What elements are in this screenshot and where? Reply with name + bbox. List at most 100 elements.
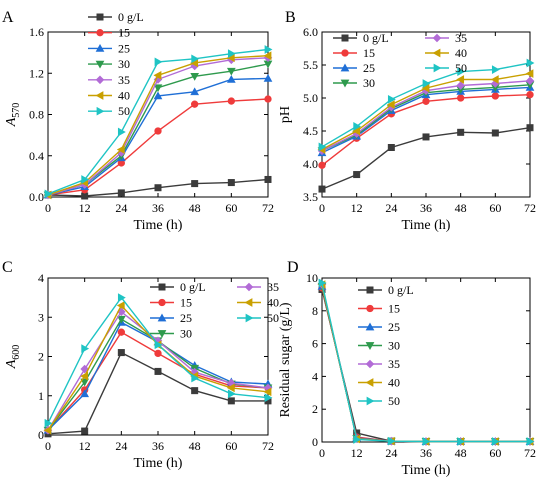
y-axis-label: pH <box>278 106 293 123</box>
x-tick-label: 12 <box>79 201 91 215</box>
legend-marker <box>366 304 374 313</box>
legend-item: 40 <box>425 46 467 60</box>
y-tick-label: 1.2 <box>29 66 44 80</box>
y-tick-label: 1 <box>38 389 44 403</box>
y-tick-label: 1.6 <box>29 25 44 39</box>
legend-label: 50 <box>267 311 279 325</box>
series-6 <box>43 51 272 200</box>
data-point <box>353 122 362 131</box>
data-point <box>153 84 163 93</box>
x-tick-label: 72 <box>262 201 274 215</box>
x-tick-label: 72 <box>524 201 536 215</box>
data-point <box>490 75 499 84</box>
y-tick-label: 8 <box>312 304 318 318</box>
legend-item: 15 <box>333 46 375 60</box>
data-point <box>525 76 535 86</box>
data-point <box>44 189 53 199</box>
y-tick-label: 0.8 <box>29 108 44 122</box>
x-tick-label: 60 <box>489 446 501 460</box>
legend-item: 35 <box>425 31 467 45</box>
legend-marker <box>366 286 374 294</box>
legend-marker <box>341 34 349 42</box>
data-point <box>227 97 235 105</box>
data-point <box>353 171 361 179</box>
legend-label: 35 <box>267 280 279 294</box>
data-point <box>117 293 126 302</box>
data-point <box>191 54 200 64</box>
legend-item: 25 <box>333 61 375 75</box>
data-point <box>226 74 236 83</box>
data-point <box>386 100 395 109</box>
data-point <box>154 340 163 350</box>
series-1 <box>318 285 534 446</box>
data-point <box>525 69 534 78</box>
legend-item: 35 <box>358 357 400 371</box>
legend-marker <box>365 378 374 387</box>
data-point <box>318 142 327 152</box>
legend-item: 50 <box>237 311 279 325</box>
data-point <box>526 437 535 446</box>
data-point <box>80 378 90 387</box>
legend-marker <box>96 106 105 116</box>
legend-marker <box>340 79 350 88</box>
x-tick-label: 24 <box>115 201 127 215</box>
data-point <box>421 83 430 93</box>
legend-item: 0 g/L <box>358 283 414 297</box>
legend-marker <box>433 63 442 73</box>
data-point <box>456 81 465 90</box>
legend-item: 30 <box>358 339 400 353</box>
legend-label: 25 <box>363 61 375 75</box>
data-point <box>352 126 361 136</box>
data-point <box>353 435 362 444</box>
y-axis-label: A570 <box>4 103 22 128</box>
legend-marker <box>95 75 105 85</box>
legend-item: 30 <box>88 57 130 71</box>
legend-marker <box>95 43 105 52</box>
data-point <box>226 383 235 393</box>
data-point <box>43 425 52 435</box>
x-tick-label: 0 <box>319 446 325 460</box>
data-point <box>318 185 326 193</box>
data-point <box>44 418 53 428</box>
series-line <box>321 289 530 443</box>
series-5 <box>317 280 535 446</box>
legend-marker <box>432 33 442 43</box>
data-point <box>116 301 125 310</box>
y-tick-label: 5.0 <box>303 91 318 105</box>
legend-item: 0 g/L <box>150 280 206 294</box>
legend-label: 50 <box>388 394 400 408</box>
legend-marker <box>95 91 104 100</box>
y-tick-label: 2 <box>38 350 44 364</box>
legend-item: 15 <box>88 26 130 40</box>
data-point <box>227 179 235 187</box>
y-axis-label: Residual sugar (g/L) <box>278 302 293 417</box>
legend-label: 40 <box>267 296 279 310</box>
legend-label: 15 <box>180 296 192 310</box>
legend-item: 15 <box>358 302 400 316</box>
panel-label: B <box>285 9 296 26</box>
legend-item: 40 <box>88 89 130 103</box>
series-2 <box>318 284 534 446</box>
x-tick-label: 0 <box>45 439 51 453</box>
legend-label: 35 <box>118 73 130 87</box>
data-point <box>422 97 430 105</box>
series-line <box>47 296 269 424</box>
legend-label: 25 <box>180 311 192 325</box>
legend-marker <box>96 13 104 21</box>
y-tick-label: 4 <box>38 271 44 285</box>
legend-marker <box>432 48 441 58</box>
data-point <box>456 75 465 84</box>
legend-item: 30 <box>150 327 192 341</box>
data-point <box>116 145 125 154</box>
data-point <box>190 87 200 96</box>
data-point <box>116 315 126 324</box>
data-point <box>264 45 273 54</box>
x-tick-label: 60 <box>489 201 501 215</box>
data-point <box>526 58 535 68</box>
legend-marker <box>245 313 254 323</box>
x-tick-label: 24 <box>115 439 127 453</box>
legend-label: 15 <box>363 46 375 60</box>
panel-b: B 0 12 24 36 48 60 72 3.5 4.0 4.5 5.0 5.5 6.0 Time (h)… <box>278 9 536 233</box>
